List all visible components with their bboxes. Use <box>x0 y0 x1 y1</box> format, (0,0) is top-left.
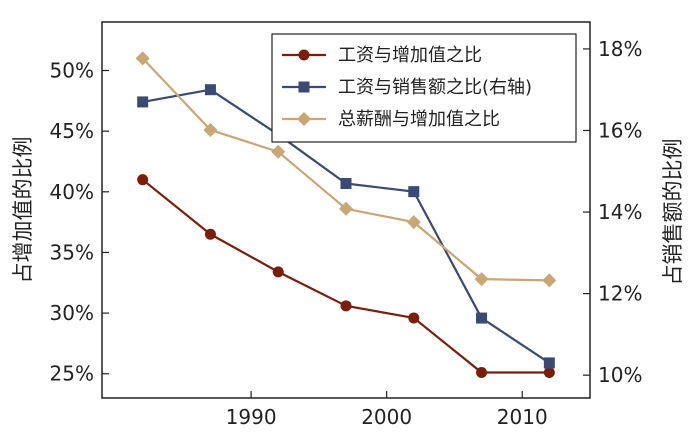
data-point <box>408 186 420 198</box>
x-axis: 1990 2000 2010 <box>226 391 548 429</box>
legend-label: 总薪酬与增加值之比 <box>338 109 500 130</box>
legend-marker <box>297 112 311 126</box>
series-3 <box>135 51 557 288</box>
data-point <box>543 357 555 369</box>
x-tick-label: 2010 <box>497 405 548 429</box>
left-tick-label: 45% <box>50 119 94 143</box>
left-tick-label: 50% <box>50 59 94 83</box>
legend-entry: 总薪酬与增加值之比 <box>282 109 500 130</box>
data-point <box>408 312 420 324</box>
right-tick-label: 18% <box>598 37 642 61</box>
left-tick-label: 35% <box>50 240 94 264</box>
x-tick-label: 1990 <box>226 405 277 429</box>
data-point <box>272 266 284 278</box>
left-y-axis: 25% 30% 35% 40% 45% 50% <box>50 59 109 386</box>
left-tick-label: 40% <box>50 180 94 204</box>
data-point <box>204 84 216 96</box>
left-tick-label: 25% <box>50 362 94 386</box>
x-tick-label: 2000 <box>361 405 412 429</box>
legend-marker <box>298 49 310 61</box>
data-point <box>543 367 555 379</box>
data-point <box>135 51 150 66</box>
legend-marker <box>298 81 310 93</box>
right-tick-label: 16% <box>598 118 642 142</box>
data-point <box>406 215 421 230</box>
data-point <box>137 174 149 186</box>
data-point <box>271 144 286 159</box>
data-point <box>340 300 352 312</box>
data-point <box>476 367 488 379</box>
data-point <box>137 96 149 108</box>
left-tick-label: 30% <box>50 301 94 325</box>
data-point <box>340 177 352 189</box>
series-1 <box>137 174 555 379</box>
data-point <box>203 122 218 137</box>
right-tick-label: 10% <box>598 363 642 387</box>
data-point <box>476 312 488 324</box>
legend-label: 工资与增加值之比 <box>338 45 482 66</box>
data-point <box>474 272 489 287</box>
right-axis-title: 占销售额的比例 <box>661 139 685 286</box>
data-point <box>339 201 353 216</box>
right-tick-label: 12% <box>598 282 642 306</box>
left-axis-title: 占增加值的比例 <box>11 137 35 284</box>
data-point <box>204 228 216 240</box>
right-y-axis: 10% 12% 14% 16% 18% <box>583 37 642 387</box>
series-layer <box>135 51 557 379</box>
right-tick-label: 14% <box>598 200 642 224</box>
legend-label: 工资与销售额之比(右轴) <box>338 77 532 98</box>
series-2 <box>137 84 555 369</box>
plot-frame <box>101 21 591 399</box>
data-point <box>542 273 557 288</box>
legend-entry: 工资与销售额之比(右轴) <box>282 77 532 98</box>
legend-entry: 工资与增加值之比 <box>282 45 482 66</box>
